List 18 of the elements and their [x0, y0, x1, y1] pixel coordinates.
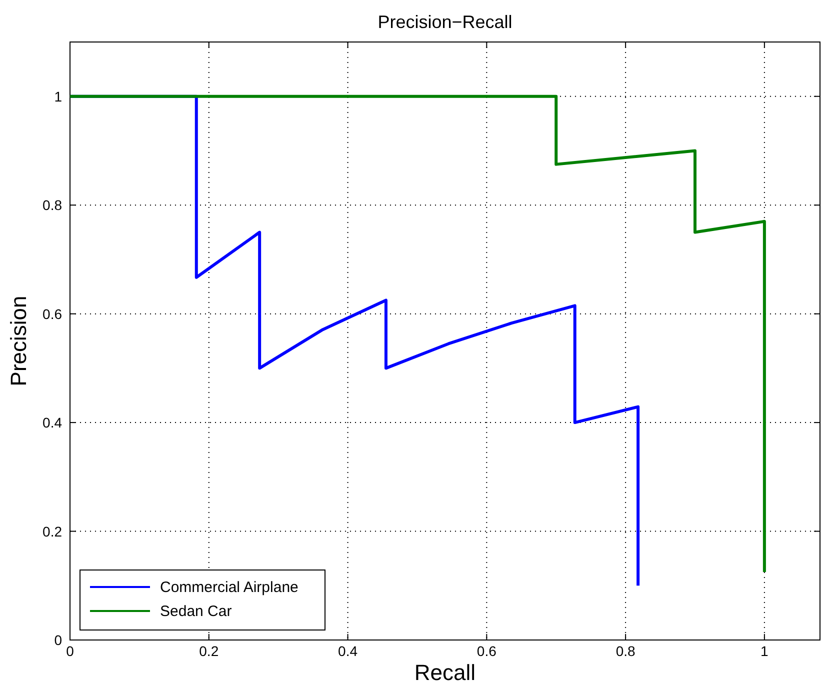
y-tick-label: 0.8 [42, 197, 62, 214]
y-tick-label: 0.6 [42, 306, 62, 322]
y-tick-label: 0.4 [42, 414, 62, 431]
x-tick-label: 0.2 [199, 643, 219, 659]
legend-label: Sedan Car [160, 603, 232, 620]
x-tick-label: 1 [760, 643, 769, 659]
y-tick-label: 1 [54, 88, 62, 104]
x-tick-label: 0.8 [616, 643, 636, 659]
y-tick-label: 0 [54, 632, 62, 648]
x-tick-label: 0.6 [476, 643, 497, 659]
x-tick-label: 0.4 [338, 643, 358, 659]
line-series [68, 94, 766, 574]
legend-label: Commercial Airplane [160, 579, 298, 596]
y-axis-title: Precision [6, 296, 31, 386]
y-tick-label: 0.2 [42, 523, 62, 540]
x-tick-label: 0 [66, 643, 74, 659]
x-axis-title: Recall [414, 660, 476, 685]
chart-title: Precision−Recall [378, 12, 512, 32]
